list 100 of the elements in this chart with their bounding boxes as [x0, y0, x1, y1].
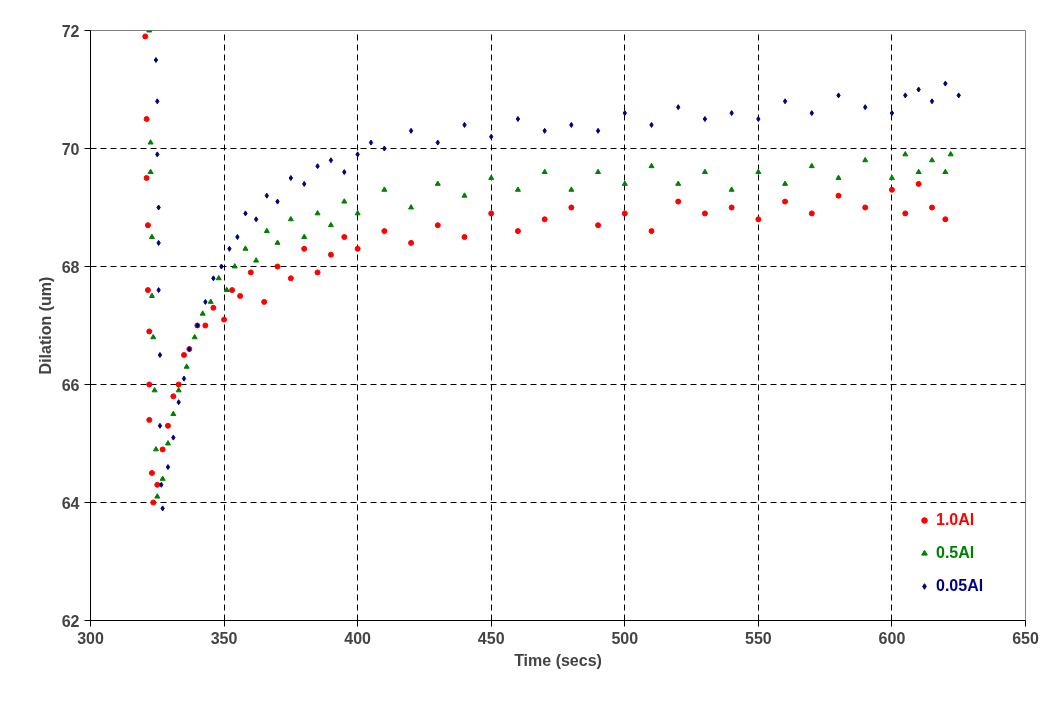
point	[288, 175, 294, 181]
point	[215, 274, 222, 281]
point	[315, 163, 320, 170]
point	[728, 204, 735, 211]
point	[171, 434, 176, 441]
point	[181, 375, 187, 382]
point	[863, 104, 868, 111]
point	[156, 287, 161, 294]
y-tick-label: 72	[61, 22, 80, 40]
point	[327, 221, 334, 228]
point	[199, 310, 206, 316]
point	[621, 180, 628, 186]
point	[341, 198, 348, 204]
point	[328, 157, 334, 164]
point	[368, 139, 374, 146]
point	[835, 174, 842, 180]
point	[408, 127, 414, 134]
point	[888, 186, 895, 193]
point	[354, 210, 361, 216]
point	[728, 186, 735, 192]
point	[203, 298, 208, 305]
point	[261, 298, 268, 305]
point	[202, 322, 209, 329]
x-tick-label: 450	[477, 629, 505, 647]
point	[150, 333, 157, 340]
point	[701, 168, 708, 175]
point	[568, 204, 575, 211]
point	[595, 222, 602, 229]
point	[143, 175, 150, 181]
point	[155, 151, 160, 158]
point	[155, 98, 160, 105]
y-tick-label: 70	[61, 140, 80, 158]
point	[929, 156, 935, 163]
y-tick-label: 62	[61, 612, 80, 630]
point	[355, 151, 360, 158]
point	[782, 180, 789, 186]
x-tick-label: 500	[611, 629, 639, 647]
point	[211, 275, 216, 282]
point	[264, 192, 269, 199]
point	[243, 210, 248, 217]
point	[929, 98, 935, 105]
point	[515, 116, 521, 122]
point	[622, 110, 627, 117]
point	[287, 275, 294, 282]
point	[915, 180, 922, 187]
point	[675, 198, 682, 205]
point	[242, 245, 249, 251]
point	[595, 168, 602, 175]
point	[808, 210, 815, 217]
point	[314, 269, 321, 276]
point	[181, 352, 187, 358]
point	[301, 245, 308, 252]
point	[157, 352, 163, 358]
point	[164, 440, 171, 446]
point	[929, 204, 935, 211]
point	[159, 481, 164, 488]
legend-label: 0.5Al	[936, 544, 975, 562]
point	[595, 127, 601, 134]
point	[956, 92, 961, 99]
point	[488, 210, 495, 217]
point	[514, 186, 521, 192]
point	[144, 287, 151, 294]
point	[183, 363, 190, 369]
point	[146, 328, 153, 335]
point	[569, 121, 574, 128]
x-tick-label: 600	[878, 629, 906, 647]
point	[755, 168, 762, 175]
point	[302, 180, 307, 187]
point	[287, 215, 294, 222]
point	[434, 180, 441, 186]
point	[207, 298, 214, 304]
point	[354, 245, 361, 252]
point	[160, 505, 165, 512]
point	[144, 222, 151, 229]
point	[227, 245, 232, 252]
point	[381, 186, 388, 192]
point	[263, 227, 270, 234]
point	[915, 168, 922, 175]
point	[231, 263, 238, 269]
point	[150, 499, 157, 506]
point	[809, 110, 814, 117]
point	[229, 287, 236, 294]
x-tick-label: 650	[1012, 629, 1039, 647]
point	[408, 239, 415, 246]
point	[942, 168, 949, 175]
point	[835, 192, 842, 199]
point	[235, 234, 240, 240]
point	[342, 169, 347, 176]
point	[148, 292, 155, 298]
point	[170, 393, 177, 400]
point	[434, 222, 441, 229]
point	[151, 387, 158, 393]
point	[314, 210, 321, 216]
point	[916, 86, 921, 93]
point	[274, 263, 281, 270]
legend-label: 0.05Al	[936, 577, 984, 595]
point	[274, 239, 281, 245]
point	[408, 204, 415, 210]
point	[888, 174, 895, 180]
point	[701, 210, 708, 217]
